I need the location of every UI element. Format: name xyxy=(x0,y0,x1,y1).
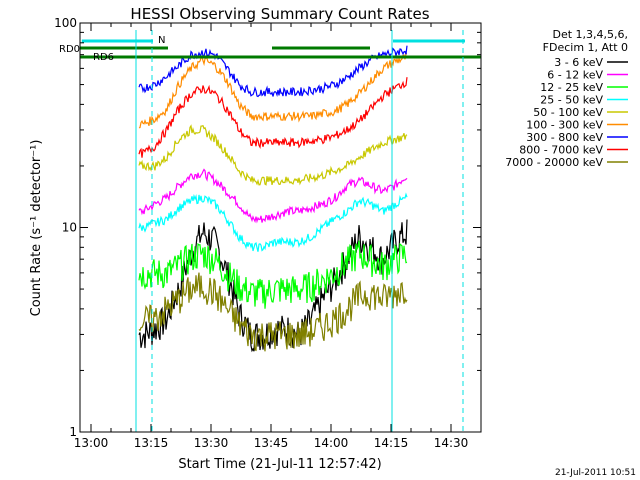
y-tick-label: 1 xyxy=(69,425,77,439)
y-axis-label: Count Rate (s⁻¹ detector⁻¹) xyxy=(29,140,44,317)
x-tick-label: 14:30 xyxy=(434,436,469,450)
x-tick-label: 13:45 xyxy=(254,436,289,450)
series-line-3 xyxy=(138,240,408,309)
n-flag-label: N xyxy=(158,35,165,46)
x-tick-label: 14:15 xyxy=(374,436,409,450)
x-tick-label: 13:15 xyxy=(134,436,169,450)
legend-header-line-2: FDecim 1, Att 0 xyxy=(543,41,628,54)
legend-header-line-1: Det 1,3,4,5,6, xyxy=(552,28,628,41)
date-stamp: 21-Jul-2011 10:51 xyxy=(555,468,636,478)
series-line-9 xyxy=(138,272,408,352)
series-line-4 xyxy=(138,192,408,252)
x-tick-label: 13:30 xyxy=(194,436,229,450)
y-tick-label: 10 xyxy=(62,221,77,235)
x-tick-label: 14:00 xyxy=(314,436,349,450)
legend-label: 100 - 300 keV xyxy=(526,119,603,132)
chart-title: HESSI Observing Summary Count Rates xyxy=(130,5,429,23)
legend-label: 800 - 7000 keV xyxy=(519,144,603,157)
series-line-8 xyxy=(138,77,408,158)
legend-label: 300 - 800 keV xyxy=(526,131,603,144)
flag-layer: RD0 RD6 N xyxy=(59,30,481,432)
series-line-7 xyxy=(138,45,408,98)
series-layer xyxy=(138,45,408,353)
legend-label: 3 - 6 keV xyxy=(554,56,603,69)
legend-label: 50 - 100 keV xyxy=(533,106,603,119)
legend-label: 25 - 50 keV xyxy=(540,94,603,107)
series-line-6 xyxy=(138,53,408,129)
series-line-2 xyxy=(138,168,408,224)
x-tick-label: 13:00 xyxy=(74,436,109,450)
legend: Det 1,3,4,5,6,FDecim 1, Att 0 3 - 6 keV6 … xyxy=(505,28,628,169)
legend-label: 12 - 25 keV xyxy=(540,81,603,94)
x-axis-label: Start Time (21-Jul-11 12:57:42) xyxy=(178,457,381,472)
rd0-label: RD0 xyxy=(59,44,80,55)
series-line-5 xyxy=(138,124,408,186)
y-tick-label: 100 xyxy=(54,16,77,30)
legend-label: 6 - 12 keV xyxy=(547,69,603,82)
rd6-label: RD6 xyxy=(93,52,114,63)
legend-label: 7000 - 20000 keV xyxy=(505,156,603,169)
tick-layer: 13:00 13:15 13:30 13:45 14:00 14:15 14:30 1 10 10… xyxy=(54,16,481,450)
